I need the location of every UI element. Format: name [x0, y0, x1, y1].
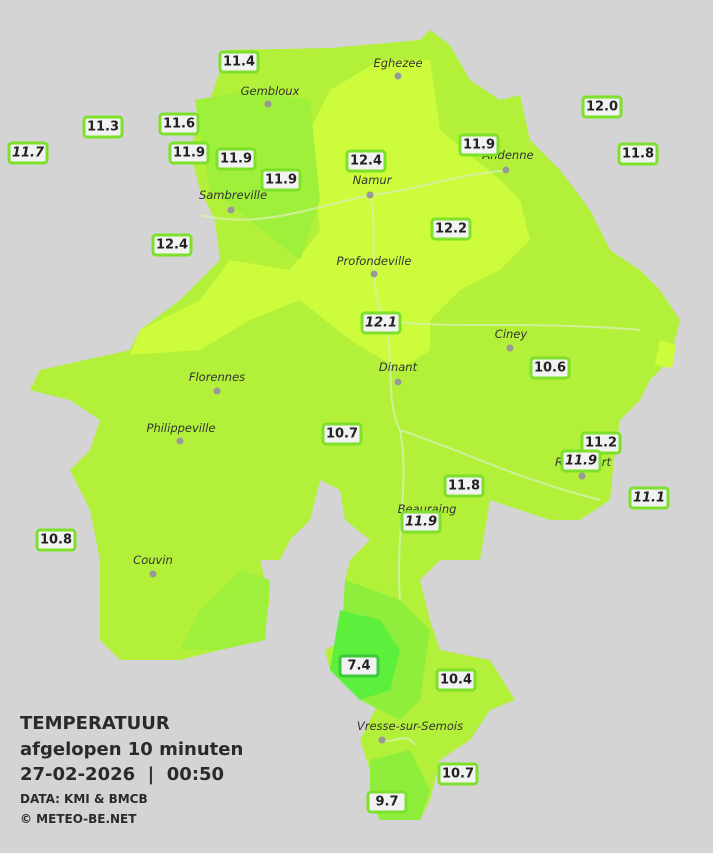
station-box [529, 356, 571, 380]
station-box [7, 141, 49, 165]
station-value: 9.7 [375, 795, 398, 810]
city-name: Namur [353, 173, 393, 187]
station-box [215, 147, 257, 171]
station-box [158, 112, 200, 136]
city-dot [264, 100, 272, 108]
warm-zone [655, 340, 676, 368]
station-box [435, 668, 477, 692]
station-value: 11.1 [633, 491, 665, 506]
cool-zone [180, 570, 270, 650]
city-dot [227, 206, 235, 214]
station-value: 11.8 [622, 147, 654, 162]
station-box [345, 149, 387, 173]
warm-zone [130, 60, 530, 370]
city-dot [370, 270, 378, 278]
station-box [560, 449, 602, 473]
station-value: 11.2 [585, 436, 617, 451]
station-value: 11.9 [565, 454, 597, 469]
station-value: 12.2 [435, 222, 467, 237]
city-name: Florennes [189, 370, 245, 384]
legend-datetime: 27-02-2026 | 00:50 [20, 764, 224, 785]
station-value: 10.6 [534, 361, 566, 376]
station-box [443, 474, 485, 498]
legend-credit: © METEO-BE.NET [20, 812, 137, 826]
city-dot [394, 378, 402, 386]
station-box [366, 790, 408, 814]
station-box [321, 422, 363, 446]
station-box [168, 141, 210, 165]
city-dot [502, 166, 510, 174]
city-name: Philippeville [147, 421, 216, 435]
station-box [617, 142, 659, 166]
station-box [151, 233, 193, 257]
city-name: Vresse-sur-Semois [357, 719, 463, 733]
cool-zone [195, 90, 320, 260]
legend-source: DATA: KMI & BMCB [20, 792, 148, 806]
station-value: 10.7 [442, 767, 474, 782]
station-value: 11.9 [405, 515, 437, 530]
legend: TEMPERATUUR afgelopen 10 minuten 27-02-2… [20, 713, 243, 826]
station-box [35, 528, 77, 552]
city-name: Gembloux [241, 84, 300, 98]
station-box [430, 217, 472, 241]
station-value: 11.9 [265, 173, 297, 188]
station-box [360, 311, 402, 335]
city-dot [366, 191, 374, 199]
station-box [82, 115, 124, 139]
city-name: Dinant [379, 360, 418, 374]
city-dot [176, 437, 184, 445]
city-name: Profondeville [337, 254, 412, 268]
station-box [437, 762, 479, 786]
city-dot [578, 472, 586, 480]
station-value: 11.7 [12, 146, 45, 161]
station-value: 11.3 [87, 120, 119, 135]
station-value: 12.4 [350, 154, 382, 169]
station-box [338, 654, 380, 678]
city-dot [506, 344, 514, 352]
station-value: 12.0 [586, 100, 618, 115]
station-box [458, 133, 500, 157]
station-value: 11.9 [173, 146, 205, 161]
legend-subtitle: afgelopen 10 minuten [20, 739, 243, 760]
station-value: 7.4 [347, 659, 370, 674]
city-dot [213, 387, 221, 395]
city-dot [149, 570, 157, 578]
station-value: 11.6 [163, 117, 195, 132]
station-box [260, 168, 302, 192]
station-box [581, 95, 623, 119]
station-value: 10.8 [40, 533, 72, 548]
station-value: 12.4 [156, 238, 188, 253]
station-value: 11.9 [220, 152, 252, 167]
city-dot [394, 72, 402, 80]
city-dot [378, 736, 386, 744]
station-value: 10.7 [326, 427, 358, 442]
station-value: 12.1 [365, 316, 397, 331]
city-name: Ciney [495, 327, 528, 341]
city-name: Eghezee [373, 56, 422, 70]
station-value: 11.8 [448, 479, 480, 494]
station-box [218, 50, 260, 74]
station-value: 11.9 [463, 138, 495, 153]
station-value: 11.4 [223, 55, 255, 70]
station-box [400, 510, 442, 534]
station-box [628, 486, 670, 510]
legend-title: TEMPERATUUR [20, 713, 170, 734]
city-name: Sambreville [199, 188, 267, 202]
city-name: Couvin [133, 553, 173, 567]
station-value: 10.4 [440, 673, 472, 688]
